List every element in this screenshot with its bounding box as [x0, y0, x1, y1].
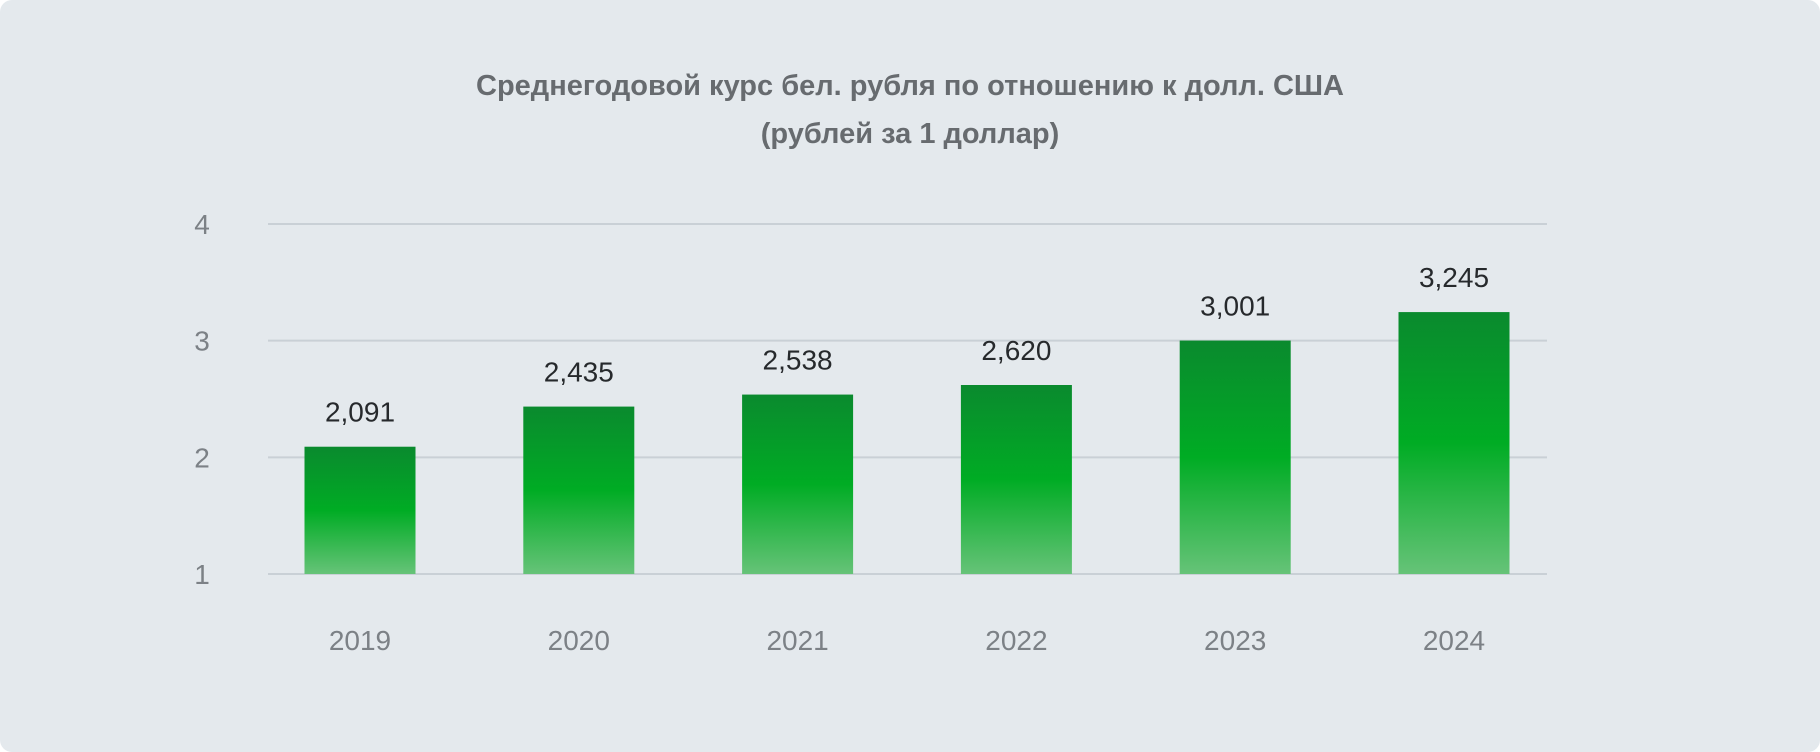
y-tick-label: 2 — [194, 442, 210, 473]
data-label: 2,538 — [763, 345, 833, 376]
bar — [1179, 340, 1291, 574]
x-tick-label: 2021 — [766, 625, 828, 656]
data-label: 2,620 — [981, 335, 1051, 366]
x-axis-ticks: 2019 2020 2021 2022 2023 2024 — [329, 625, 1485, 656]
gridlines — [268, 223, 1547, 575]
chart-title-line-2: (рублей за 1 доллар) — [760, 118, 1060, 150]
x-tick-label: 2024 — [1423, 625, 1485, 656]
x-tick-label: 2023 — [1204, 625, 1266, 656]
bars — [304, 312, 1510, 574]
bar — [523, 406, 635, 574]
y-tick-label: 3 — [194, 326, 210, 357]
y-axis-ticks: 1 2 3 4 — [194, 209, 210, 590]
bar — [742, 394, 854, 574]
x-tick-label: 2022 — [985, 625, 1047, 656]
x-tick-label: 2019 — [329, 625, 391, 656]
data-label: 3,245 — [1419, 262, 1489, 293]
bar — [1398, 312, 1510, 574]
data-label: 2,435 — [544, 357, 614, 388]
chart-title-line-1: Среднегодовой курс бел. рубля по отношен… — [476, 70, 1344, 102]
chart-title: Среднегодовой курс бел. рубля по отношен… — [0, 62, 1820, 158]
bar — [304, 446, 416, 574]
data-label: 3,001 — [1200, 291, 1270, 322]
data-labels: 2,091 2,435 2,538 2,620 3,001 3,245 — [325, 262, 1489, 428]
data-label: 2,091 — [325, 397, 395, 428]
y-tick-label: 4 — [194, 209, 210, 240]
y-tick-label: 1 — [194, 559, 210, 590]
bar — [960, 385, 1072, 574]
x-tick-label: 2020 — [548, 625, 610, 656]
